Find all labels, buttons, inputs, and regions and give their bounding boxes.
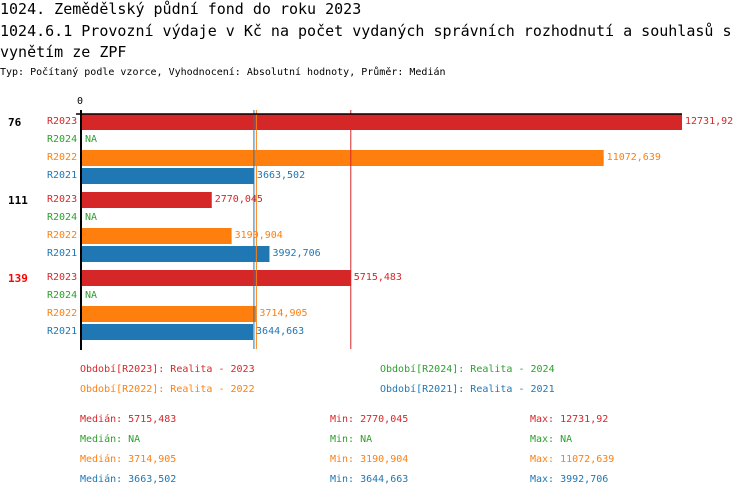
page-title: 1024. Zemědělský půdní fond do roku 2023 bbox=[0, 0, 362, 18]
stat-min: Min: NA bbox=[330, 434, 373, 445]
stat-max: Max: NA bbox=[530, 434, 573, 445]
data-label: 3992,706 bbox=[272, 248, 321, 259]
series-label: R2024 bbox=[47, 134, 78, 145]
stat-median: Medián: 5715,483 bbox=[80, 414, 177, 425]
series-label: R2022 bbox=[47, 152, 78, 163]
data-label: 3663,502 bbox=[256, 170, 306, 181]
na-label: NA bbox=[85, 134, 98, 145]
bar bbox=[81, 192, 212, 208]
stat-min: Min: 3190,904 bbox=[330, 454, 409, 465]
group-label: 111 bbox=[8, 194, 28, 207]
bar bbox=[81, 306, 257, 322]
stat-min: Min: 2770,045 bbox=[330, 414, 409, 425]
stat-max: Max: 12731,92 bbox=[530, 414, 609, 425]
legend-item: Období[R2023]: Realita - 2023 bbox=[80, 364, 255, 375]
stat-median: Medián: 3714,905 bbox=[80, 454, 177, 465]
bar bbox=[81, 114, 682, 130]
data-label: 5715,483 bbox=[353, 272, 402, 283]
bar bbox=[81, 228, 232, 244]
group-label: 76 bbox=[8, 116, 22, 129]
legend-item: Období[R2021]: Realita - 2021 bbox=[380, 384, 555, 395]
bar bbox=[81, 270, 351, 286]
stat-median: Medián: 3663,502 bbox=[80, 474, 177, 485]
data-label: 3714,905 bbox=[259, 308, 308, 319]
series-label: R2021 bbox=[47, 326, 78, 337]
bar bbox=[81, 324, 254, 340]
series-label: R2021 bbox=[47, 248, 78, 259]
series-label: R2023 bbox=[47, 116, 78, 127]
series-label: R2024 bbox=[47, 212, 78, 223]
group-label: 139 bbox=[8, 272, 28, 285]
stat-max: Max: 11072,639 bbox=[530, 454, 615, 465]
series-label: R2022 bbox=[47, 308, 78, 319]
series-label: R2023 bbox=[47, 272, 78, 283]
data-label: 3644,663 bbox=[256, 326, 305, 337]
na-label: NA bbox=[85, 290, 98, 301]
chart-subtitle-cont: vynětím ze ZPF bbox=[0, 43, 127, 61]
chart-info: Typ: Počítaný podle vzorce, Vyhodnocení:… bbox=[0, 67, 446, 78]
bar bbox=[81, 150, 604, 166]
stat-median: Medián: NA bbox=[80, 434, 141, 445]
series-label: R2021 bbox=[47, 170, 78, 181]
data-label: 3190,904 bbox=[234, 230, 283, 241]
data-label: 2770,045 bbox=[214, 194, 263, 205]
stat-min: Min: 3644,663 bbox=[330, 474, 409, 485]
bar bbox=[81, 246, 270, 262]
axis-zero-label: 0 bbox=[77, 96, 84, 107]
series-label: R2022 bbox=[47, 230, 78, 241]
data-label: 11072,639 bbox=[606, 152, 661, 163]
legend-item: Období[R2022]: Realita - 2022 bbox=[80, 384, 255, 395]
series-label: R2024 bbox=[47, 290, 78, 301]
chart-subtitle: 1024.6.1 Provozní výdaje v Kč na počet v… bbox=[0, 22, 732, 40]
series-label: R2023 bbox=[47, 194, 78, 205]
data-label: 12731,92 bbox=[685, 116, 734, 127]
na-label: NA bbox=[85, 212, 98, 223]
legend-item: Období[R2024]: Realita - 2024 bbox=[380, 364, 555, 375]
bar bbox=[81, 168, 254, 184]
stat-max: Max: 3992,706 bbox=[530, 474, 609, 485]
